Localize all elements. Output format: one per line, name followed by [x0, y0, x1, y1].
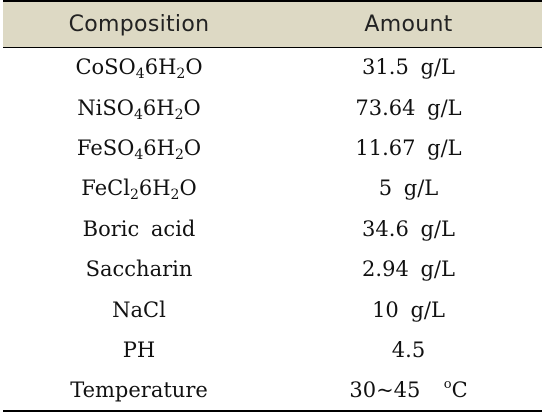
amount-cell: 5 g/L [378, 176, 439, 201]
amount-cell: 34.6 g/L [362, 216, 455, 241]
table-row: FeSO46H2O 11.67 g/L [3, 128, 542, 168]
table-row: NiSO46H2O 73.64 g/L [3, 87, 542, 127]
formula-subscript: 4 [135, 66, 145, 83]
composition-cell: Boric acid [82, 216, 196, 241]
formula-text: O [183, 95, 201, 120]
temperature-unit: C [451, 377, 468, 402]
composition-cell: NiSO46H2O [3, 87, 275, 127]
composition-cell: Saccharin [85, 257, 193, 282]
amount-cell: 31.5 g/L [362, 55, 455, 80]
formula-subscript: 4 [133, 106, 143, 123]
table-row: PH 4.5 [3, 330, 542, 370]
table-row: FeCl26H2O 5 g/L [3, 168, 542, 208]
formula-text: NiSO [77, 95, 134, 120]
amount-cell: 10 g/L [372, 297, 445, 322]
header-row: Composition Amount [3, 0, 542, 48]
amount-cell: 4.5 [391, 337, 426, 362]
formula-text: O [185, 55, 203, 80]
formula-subscript: 2 [129, 187, 139, 204]
composition-cell: CoSO46H2O [3, 47, 275, 87]
table-row: Temperature 30~45 oC [3, 370, 542, 412]
column-header-composition: Composition [3, 0, 275, 48]
composition-table: Composition Amount CoSO46H2O 31.5 g/L Ni… [3, 0, 542, 412]
table-row: CoSO46H2O 31.5 g/L [3, 47, 542, 87]
formula-text: FeSO [76, 135, 135, 160]
amount-cell: 30~45 oC [275, 370, 542, 412]
formula-subscript: 2 [174, 146, 184, 163]
composition-cell: FeCl26H2O [3, 168, 275, 208]
temperature-range: 30~45 [349, 377, 444, 402]
formula-text: 6H [144, 55, 177, 80]
composition-cell: NaCl [112, 297, 166, 322]
formula-text: 6H [143, 135, 175, 160]
column-header-amount: Amount [275, 0, 542, 48]
amount-cell: 2.94 g/L [362, 257, 455, 282]
formula-subscript: 2 [174, 106, 184, 123]
formula-text: 6H [138, 176, 171, 201]
formula-text: O [183, 135, 202, 160]
formula-text: O [179, 176, 197, 201]
degree-symbol: o [443, 376, 452, 392]
formula-subscript: 2 [176, 66, 186, 83]
table-row: Boric acid 34.6 g/L [3, 209, 542, 249]
composition-cell: PH [122, 337, 156, 362]
amount-cell: 73.64 g/L [355, 95, 462, 120]
table-row: NaCl 10 g/L [3, 289, 542, 329]
table: Composition Amount CoSO46H2O 31.5 g/L Ni… [3, 0, 542, 412]
formula-text: CoSO [75, 55, 136, 80]
formula-text: 6H [142, 95, 175, 120]
formula-subscript: 2 [170, 187, 180, 204]
amount-cell: 11.67 g/L [355, 135, 462, 160]
formula-subscript: 4 [134, 146, 144, 163]
composition-cell: FeSO46H2O [3, 128, 275, 168]
formula-text: FeCl [81, 176, 130, 201]
table-row: Saccharin 2.94 g/L [3, 249, 542, 289]
composition-cell: Temperature [3, 370, 275, 412]
